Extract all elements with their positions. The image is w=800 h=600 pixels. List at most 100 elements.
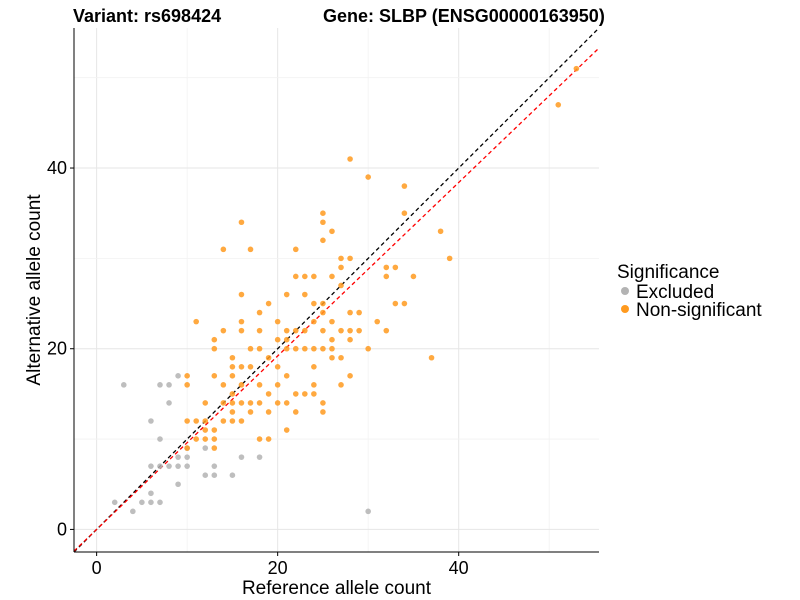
data-point-non-significant (265, 354, 272, 361)
data-point-non-significant (238, 418, 245, 424)
data-point-non-significant (193, 318, 199, 325)
data-point-excluded (166, 463, 172, 469)
data-point-non-significant (247, 345, 254, 352)
data-point-non-significant (238, 219, 245, 226)
data-point-non-significant (265, 300, 272, 307)
data-point-non-significant (283, 427, 290, 433)
data-point-non-significant (347, 327, 353, 334)
data-point-non-significant (238, 318, 245, 325)
data-point-non-significant (211, 345, 218, 352)
data-point-non-significant (238, 400, 245, 406)
data-point-non-significant (247, 409, 254, 415)
data-point-non-significant (184, 382, 190, 388)
data-point-non-significant (329, 273, 335, 280)
data-point-non-significant (292, 409, 299, 415)
data-point-excluded (256, 454, 263, 460)
data-point-non-significant (401, 300, 408, 307)
x-tick-label: 20 (268, 558, 288, 578)
data-point-non-significant (573, 65, 580, 72)
data-point-excluded (229, 472, 236, 479)
data-point-non-significant (320, 237, 326, 244)
legend: Significance Excluded Non-significant (617, 262, 762, 321)
data-point-non-significant (274, 318, 281, 325)
data-point-non-significant (283, 336, 290, 343)
data-point-non-significant (320, 309, 326, 316)
data-point-excluded (184, 463, 190, 469)
data-point-non-significant (238, 291, 245, 298)
data-point-excluded (202, 445, 209, 451)
data-point-non-significant (302, 291, 308, 298)
data-point-excluded (120, 382, 127, 388)
chart-title-variant: Variant: rs698424 (73, 6, 221, 26)
y-tick-label: 20 (47, 339, 67, 359)
data-point-non-significant (320, 219, 326, 226)
data-point-excluded (157, 382, 163, 388)
data-point-non-significant (184, 418, 190, 424)
data-point-excluded (130, 508, 136, 515)
data-point-non-significant (555, 101, 562, 108)
data-point-non-significant (256, 436, 263, 442)
data-point-non-significant (356, 327, 362, 334)
data-point-excluded (157, 436, 163, 442)
data-points (111, 65, 580, 515)
y-axis-title: Alternative allele count (24, 194, 45, 386)
data-point-non-significant (338, 282, 344, 289)
data-point-non-significant (292, 391, 299, 397)
data-point-non-significant (311, 391, 317, 397)
data-point-non-significant (211, 336, 218, 343)
data-point-non-significant (383, 273, 390, 280)
data-point-non-significant (211, 373, 218, 379)
data-point-non-significant (401, 210, 408, 217)
data-point-non-significant (320, 210, 326, 217)
data-point-non-significant (193, 436, 199, 442)
data-point-non-significant (265, 409, 272, 415)
data-point-non-significant (347, 309, 353, 316)
data-point-non-significant (356, 309, 362, 316)
data-point-excluded (111, 499, 118, 506)
data-point-non-significant (292, 246, 299, 253)
data-point-non-significant (338, 327, 344, 334)
data-point-non-significant (329, 318, 335, 325)
data-point-non-significant (220, 327, 227, 334)
data-point-non-significant (265, 391, 272, 397)
y-tick-label: 0 (57, 519, 67, 539)
data-point-non-significant (247, 363, 254, 370)
data-point-excluded (148, 490, 154, 497)
data-point-non-significant (256, 400, 263, 406)
data-point-non-significant (365, 345, 371, 352)
data-point-excluded (166, 400, 172, 406)
data-point-excluded (211, 472, 218, 479)
data-point-non-significant (247, 400, 254, 406)
data-point-excluded (157, 499, 163, 506)
y-tick-label: 40 (47, 158, 67, 178)
data-point-non-significant (302, 273, 308, 280)
data-point-non-significant (347, 373, 353, 379)
legend-label-non-significant: Non-significant (636, 300, 762, 321)
data-point-non-significant (410, 273, 417, 280)
axis-ticks: 0 20 40 0 20 40 (47, 158, 469, 578)
reference-line-fit (73, 47, 600, 552)
data-point-non-significant (220, 246, 227, 253)
data-point-non-significant (184, 445, 190, 451)
data-point-non-significant (229, 400, 236, 406)
data-point-excluded (148, 499, 154, 506)
data-point-non-significant (229, 409, 236, 415)
data-point-non-significant (265, 436, 272, 442)
data-point-non-significant (338, 354, 344, 361)
data-point-excluded (175, 481, 181, 488)
reference-line-identity (73, 27, 600, 553)
data-point-non-significant (329, 336, 335, 343)
data-point-non-significant (311, 273, 317, 280)
data-point-non-significant (302, 391, 308, 397)
data-point-non-significant (302, 327, 308, 334)
data-point-non-significant (292, 273, 299, 280)
data-point-non-significant (274, 363, 281, 370)
data-point-non-significant (220, 382, 227, 388)
data-point-non-significant (446, 255, 453, 262)
data-point-non-significant (383, 327, 390, 334)
data-point-non-significant (329, 228, 335, 235)
data-point-non-significant (238, 363, 245, 370)
data-point-non-significant (229, 418, 236, 424)
data-point-non-significant (292, 345, 299, 352)
